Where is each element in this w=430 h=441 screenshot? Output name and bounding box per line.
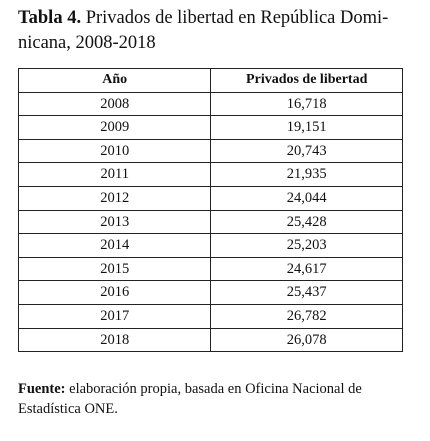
table-row: 2017 26,782 [17,303,403,329]
cell-prisoners: 26,782 [210,303,403,329]
cell-year: 2016 [17,280,212,305]
cell-prisoners: 21,935 [210,162,403,187]
table-row: 2009 19,151 [17,115,403,140]
table-row: 2015 24,617 [17,256,403,282]
source-text-line-1: elaboración propia, basada en Oficina Na… [69,381,362,397]
table-header-row: Año Privados de libertad [17,68,403,93]
table-row: 2016 25,437 [17,280,403,305]
table-row: 2018 26,078 [17,327,403,353]
header-prisoners: Privados de libertad [210,68,403,93]
cell-year: 2010 [17,138,212,164]
cell-year: 2017 [17,303,212,329]
table-caption: Tabla 4. Privados de libertad en Repúbli… [18,6,413,56]
table-row: 2013 25,428 [17,209,403,235]
table-row: 2010 20,743 [17,138,403,164]
table-row: 2008 16,718 [17,91,403,117]
cell-year: 2018 [17,327,212,353]
caption-label: Tabla 4. [18,8,82,28]
source-text-line-2: Estadística ONE. [18,401,118,417]
cell-prisoners: 24,044 [210,185,403,211]
cell-prisoners: 25,428 [210,209,403,235]
table-row: 2014 25,203 [17,233,403,258]
header-year: Año [17,68,212,93]
source-label: Fuente: [18,381,66,397]
source-line-1: Fuente: elaboración propia, basada en Of… [18,379,413,399]
cell-year: 2008 [17,91,212,117]
cell-year: 2011 [17,162,212,187]
cell-prisoners: 19,151 [210,115,403,140]
cell-prisoners: 26,078 [210,327,403,353]
table-row: 2011 21,935 [17,162,403,187]
cell-prisoners: 25,203 [210,233,403,258]
table-row: 2012 24,044 [17,185,403,211]
cell-year: 2014 [17,233,212,258]
cell-year: 2012 [17,185,212,211]
cell-prisoners: 16,718 [210,91,403,117]
cell-year: 2009 [17,115,212,140]
data-table: Año Privados de libertad 2008 16,718 200… [17,68,403,353]
source-note: Fuente: elaboración propia, basada en Of… [18,379,413,419]
cell-year: 2015 [17,256,212,282]
cell-prisoners: 24,617 [210,256,403,282]
cell-year: 2013 [17,209,212,235]
caption-title-line-2: nicana, 2008-2018 [18,33,156,53]
cell-prisoners: 25,437 [210,280,403,305]
caption-line-1: Tabla 4. Privados de libertad en Repúbli… [18,6,413,31]
cell-prisoners: 20,743 [210,138,403,164]
caption-title-line-1: Privados de libertad en República Domi- [85,8,389,28]
